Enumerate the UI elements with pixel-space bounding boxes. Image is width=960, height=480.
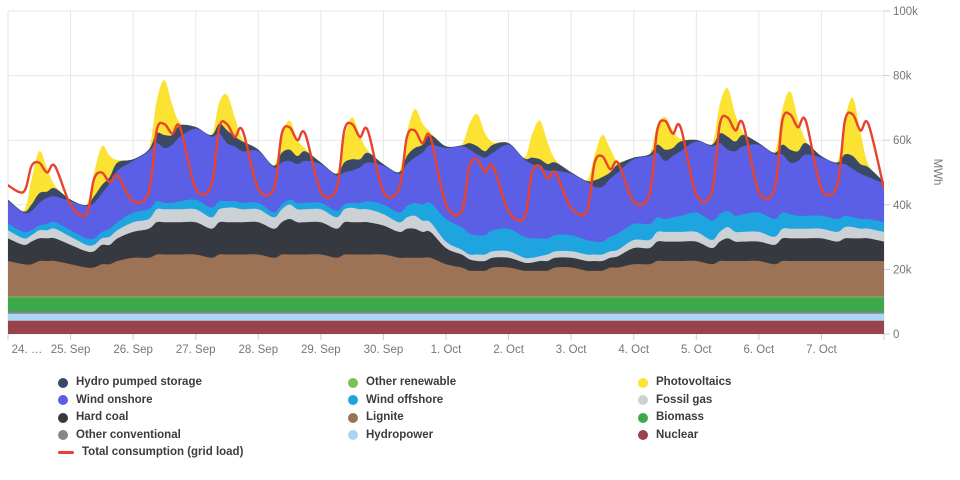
legend-label: Lignite	[366, 411, 404, 423]
legend-item-wind-offshore[interactable]: Wind offshore	[348, 392, 638, 410]
x-tick-label: 7. Oct	[806, 344, 837, 356]
legend-column: Other renewable Wind offshore Lignite Hydro…	[348, 374, 638, 462]
legend-item-wind-onshore[interactable]: Wind onshore	[58, 392, 348, 410]
y-tick-label: 40k	[893, 200, 912, 212]
hydropower-swatch-icon	[348, 430, 358, 441]
legend-label: Other conventional	[76, 428, 181, 441]
legend-label: Fossil gas	[656, 393, 713, 406]
legend-item-biomass[interactable]: Biomass	[638, 409, 960, 427]
generation-consumption-chart[interactable]: 0 20k 40k 60k 80k 100k 24. … 25. Sep 26. Sep 27. …	[0, 0, 960, 362]
legend-column: Hydro pumped storage Wind onshore Hard coa…	[58, 374, 348, 462]
hard-coal-swatch-icon	[58, 412, 68, 423]
area-nuclear	[8, 320, 884, 334]
legend-label: Photovoltaics	[656, 376, 732, 388]
total-consumption-swatch-icon	[58, 451, 74, 455]
legend-item-other-conventional[interactable]: Other conventional	[58, 427, 348, 445]
other-conventional-swatch-icon	[58, 430, 68, 441]
x-tick-label: 3. Oct	[556, 344, 587, 356]
x-tick-label: 6. Oct	[744, 344, 775, 356]
x-tick-label: 29. Sep	[301, 344, 341, 356]
y-tick-label: 80k	[893, 71, 912, 83]
legend-item-other-renewable[interactable]: Other renewable	[348, 374, 638, 392]
x-tick-label: 24. …	[12, 344, 43, 356]
photovoltaics-swatch-icon	[638, 377, 648, 388]
x-tick-label: 26. Sep	[113, 344, 153, 356]
legend-item-photovoltaics[interactable]: Photovoltaics	[638, 374, 960, 392]
consumption-line	[8, 111, 884, 222]
legend-label: Biomass	[656, 411, 704, 423]
legend-label: Wind onshore	[76, 393, 153, 406]
x-tick-label: 1. Oct	[431, 344, 462, 356]
legend-label: Hydropower	[366, 428, 434, 441]
legend-label: Total consumption (grid load)	[82, 446, 244, 458]
legend-item-nuclear[interactable]: Nuclear	[638, 427, 960, 445]
wind-onshore-swatch-icon	[58, 395, 68, 406]
x-tick-label: 27. Sep	[176, 344, 216, 356]
x-tick-label: 4. Oct	[618, 344, 649, 356]
legend-column: Photovoltaics Fossil gas Biomass Nuclear	[638, 374, 960, 462]
chart-axes: 0 20k 40k 60k 80k 100k 24. … 25. Sep 26. Sep 27. …	[7, 6, 918, 356]
y-tick-label: 20k	[893, 264, 912, 276]
stacked-areas	[8, 80, 884, 334]
legend-label: Hydro pumped storage	[76, 376, 202, 388]
legend-label: Other renewable	[366, 376, 457, 388]
y-axis-unit-label: MWh	[931, 159, 943, 186]
legend-item-hard-coal[interactable]: Hard coal	[58, 409, 348, 427]
line-total-consumption	[8, 111, 884, 222]
y-tick-label: 100k	[893, 6, 918, 18]
hydro-pumped-storage-swatch-icon	[58, 377, 68, 388]
x-tick-label: 30. Sep	[364, 344, 404, 356]
legend-item-total-consumption[interactable]: Total consumption (grid load)	[58, 444, 348, 462]
legend-item-hydro-pumped-storage[interactable]: Hydro pumped storage	[58, 374, 348, 392]
wind-offshore-swatch-icon	[348, 395, 358, 406]
x-tick-label: 5. Oct	[681, 344, 712, 356]
nuclear-swatch-icon	[638, 430, 648, 441]
legend-item-lignite[interactable]: Lignite	[348, 409, 638, 427]
legend-label: Wind offshore	[366, 393, 444, 406]
legend-item-hydropower[interactable]: Hydropower	[348, 427, 638, 445]
legend-label: Hard coal	[76, 411, 129, 423]
x-tick-label: 2. Oct	[493, 344, 524, 356]
other-renewable-swatch-icon	[348, 377, 358, 388]
legend-item-fossil-gas[interactable]: Fossil gas	[638, 392, 960, 410]
y-tick-label: 0	[893, 329, 899, 341]
fossil-gas-swatch-icon	[638, 395, 648, 406]
x-tick-label: 25. Sep	[51, 344, 91, 356]
biomass-swatch-icon	[638, 412, 648, 423]
legend-label: Nuclear	[656, 428, 699, 441]
y-tick-label: 60k	[893, 135, 912, 147]
power-generation-dashboard: 0 20k 40k 60k 80k 100k 24. … 25. Sep 26. Sep 27. …	[0, 0, 960, 462]
chart-legend: Hydro pumped storage Wind onshore Hard coa…	[0, 374, 960, 462]
x-tick-label: 28. Sep	[238, 344, 278, 356]
lignite-swatch-icon	[348, 412, 358, 423]
